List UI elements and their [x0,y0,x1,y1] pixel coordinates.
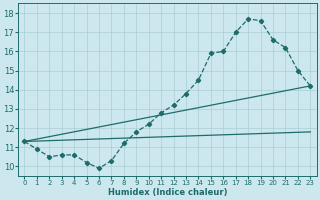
X-axis label: Humidex (Indice chaleur): Humidex (Indice chaleur) [108,188,227,197]
